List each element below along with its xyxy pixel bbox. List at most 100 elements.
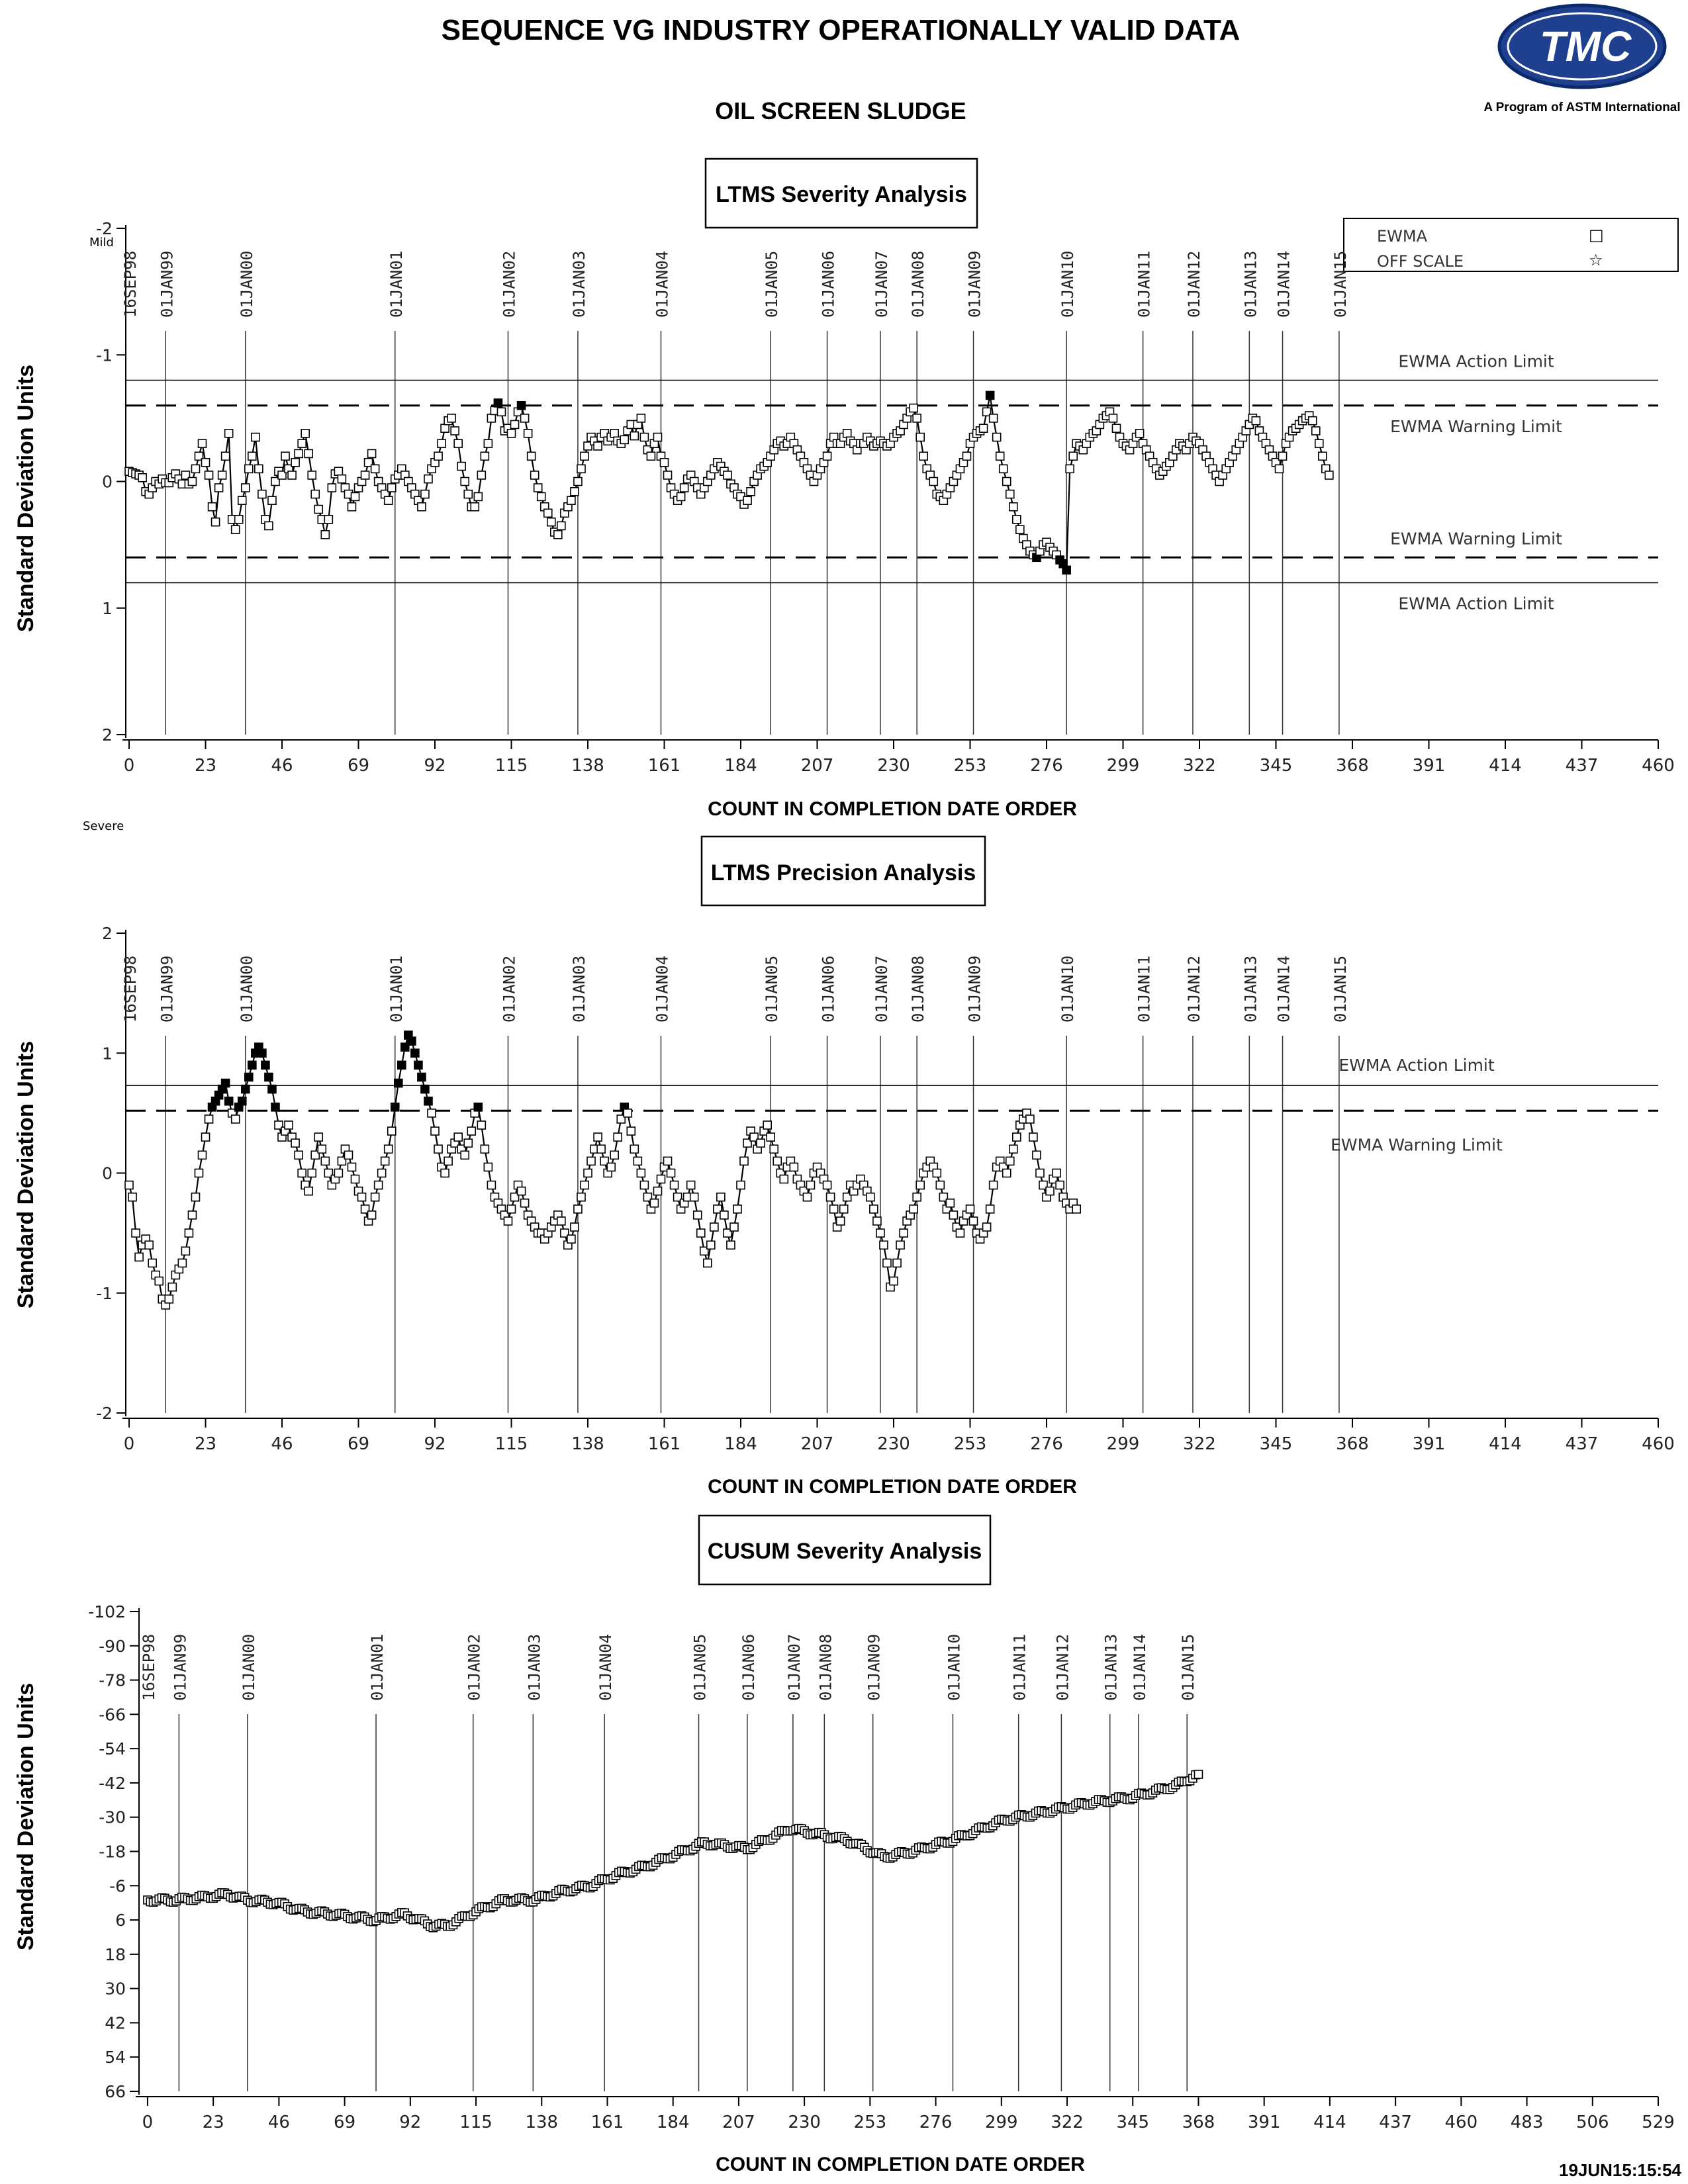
x-tick-label: 322 (1183, 756, 1216, 776)
date-marker-label: 01JAN02 (500, 956, 518, 1023)
data-point (533, 483, 543, 492)
y-tick-label: 42 (105, 2013, 126, 2032)
data-point (1025, 1115, 1035, 1124)
data-point (773, 1156, 782, 1166)
x-tick-label: 368 (1182, 2113, 1215, 2132)
date-marker-label: 01JAN07 (872, 251, 891, 318)
data-point (467, 1126, 477, 1136)
legend-box (1343, 218, 1679, 272)
data-point (945, 1199, 955, 1208)
data-point (301, 429, 310, 438)
data-point (829, 1205, 839, 1214)
y-tick-label: -54 (99, 1739, 126, 1758)
data-point (713, 1205, 722, 1214)
data-point (390, 1103, 400, 1112)
data-point (756, 1138, 765, 1148)
y-tick-label: -90 (99, 1637, 126, 1656)
data-point (134, 1252, 144, 1262)
data-point (487, 414, 496, 423)
x-tick-label: 368 (1336, 1434, 1369, 1454)
data-point (1318, 451, 1327, 461)
data-point (304, 1186, 313, 1196)
data-point (1052, 1168, 1061, 1178)
data-point (570, 486, 579, 496)
x-tick-label: 391 (1248, 2113, 1281, 2132)
data-point (636, 1168, 646, 1178)
y-tick-label: 54 (105, 2048, 126, 2067)
x-tick-label: 437 (1566, 756, 1599, 776)
x-tick-label: 0 (124, 1434, 135, 1454)
data-point (746, 486, 755, 496)
data-point (324, 1168, 334, 1178)
data-point (636, 414, 646, 423)
x-tick-label: 529 (1642, 2113, 1675, 2132)
date-marker-label: 01JAN04 (653, 956, 671, 1023)
x-tick-label: 46 (271, 756, 293, 776)
date-marker-label: 16SEP98 (121, 956, 140, 1023)
data-point (716, 1192, 726, 1202)
data-point (207, 502, 217, 512)
data-point (393, 1078, 403, 1088)
data-point (1035, 1168, 1045, 1178)
data-point (806, 1180, 816, 1190)
data-point (1325, 471, 1334, 480)
x-tick-label: 460 (1642, 1434, 1675, 1454)
date-marker-label: 01JAN08 (909, 956, 927, 1023)
data-point (666, 1168, 676, 1178)
x-tick-label: 138 (571, 1434, 604, 1454)
x-tick-label: 161 (591, 2113, 624, 2132)
x-tick-label: 322 (1051, 2113, 1084, 2132)
data-point (839, 1205, 849, 1214)
y-tick-label: 30 (105, 1979, 126, 1999)
data-point (978, 424, 988, 433)
data-point (337, 1156, 347, 1166)
data-point (915, 432, 925, 442)
data-point (453, 1132, 463, 1142)
data-point (194, 1168, 204, 1178)
data-point (553, 530, 563, 539)
data-point (1039, 1180, 1048, 1190)
data-point (430, 1126, 440, 1136)
data-point (965, 1205, 975, 1214)
x-tick-label: 391 (1413, 756, 1446, 776)
data-point (1008, 1144, 1018, 1154)
data-point (181, 471, 191, 480)
data-point (460, 1150, 470, 1160)
data-point (536, 492, 546, 502)
data-point (380, 1156, 390, 1166)
data-point (237, 1096, 247, 1106)
y-tick-label: -1 (96, 345, 113, 365)
data-point (264, 521, 273, 531)
data-point (287, 471, 297, 480)
date-marker-label: 01JAN06 (739, 1634, 758, 1701)
data-point (460, 477, 470, 486)
severity-xlabel: COUNT IN COMPLETION DATE ORDER (708, 798, 1077, 820)
data-point (912, 1192, 921, 1202)
data-point (187, 1210, 197, 1220)
data-point (726, 1240, 735, 1250)
data-point (317, 1144, 327, 1154)
data-point (749, 1132, 759, 1142)
date-marker-label: 01JAN00 (240, 1634, 258, 1701)
data-point (982, 407, 992, 417)
x-tick-label: 299 (1107, 756, 1140, 776)
data-point (387, 1126, 397, 1136)
x-tick-label: 276 (1030, 756, 1063, 776)
data-point (733, 1205, 742, 1214)
cusum-plot-area: 0 23 46 69 92 115 138 161 184 207 230 253 276 299 322 3… (88, 1602, 1675, 2132)
logo-ellipse (1497, 3, 1667, 89)
data-point (985, 1205, 995, 1214)
data-point (444, 1156, 453, 1166)
x-tick-label: 460 (1642, 756, 1675, 776)
x-tick-label: 368 (1336, 756, 1369, 776)
data-point (567, 496, 576, 505)
data-point (370, 1192, 380, 1202)
x-tick-label: 460 (1445, 2113, 1478, 2132)
data-point (949, 1210, 959, 1220)
data-point (723, 471, 732, 480)
data-point (842, 429, 852, 438)
severity-severe-note: Severe (83, 819, 124, 833)
data-point (892, 1258, 902, 1268)
data-point (639, 432, 649, 442)
data-point (197, 1150, 207, 1160)
